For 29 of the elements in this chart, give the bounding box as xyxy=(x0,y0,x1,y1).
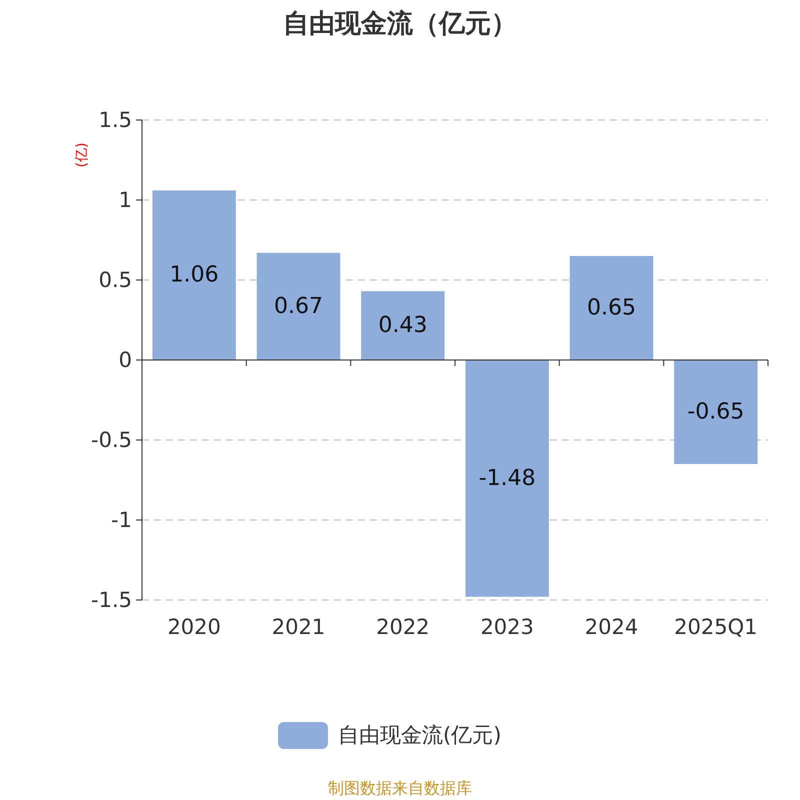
text: 制图数据来自数据库 xyxy=(328,778,472,798)
y-tick-label: 0 xyxy=(118,348,132,372)
chart-title: 自由现金流（亿元） xyxy=(283,9,517,39)
x-tick-label: 2024 xyxy=(584,615,638,639)
y-axis-title: (亿) xyxy=(74,142,90,168)
y-tick-label: -0.5 xyxy=(91,428,132,452)
data-label: -0.65 xyxy=(687,400,744,424)
bar xyxy=(256,252,340,360)
x-tick-label: 2020 xyxy=(167,615,221,639)
x-tick-label: 2023 xyxy=(480,615,534,639)
x-tick-label: 2025Q1 xyxy=(674,615,758,639)
y-tick-label: -1 xyxy=(111,508,132,532)
bar xyxy=(570,256,654,360)
bar xyxy=(152,190,236,360)
data-label: 1.06 xyxy=(170,262,219,288)
data-label: 0.67 xyxy=(274,294,323,319)
y-tick-label: 1.5 xyxy=(98,108,132,132)
x-tick-label: 2021 xyxy=(272,615,326,639)
data-label: 0.65 xyxy=(587,296,636,320)
data-label: 0.43 xyxy=(378,313,428,338)
bar xyxy=(465,360,549,597)
y-tick-label: 0.5 xyxy=(98,268,132,292)
legend-label: 自由现金流(亿元) xyxy=(338,723,502,747)
x-tick-label: 2022 xyxy=(376,615,430,639)
data-label: -1.48 xyxy=(478,466,536,491)
y-tick-label: 1 xyxy=(118,188,132,212)
y-tick-label: -1.5 xyxy=(91,588,132,612)
bar xyxy=(361,291,445,360)
bar xyxy=(674,360,758,464)
